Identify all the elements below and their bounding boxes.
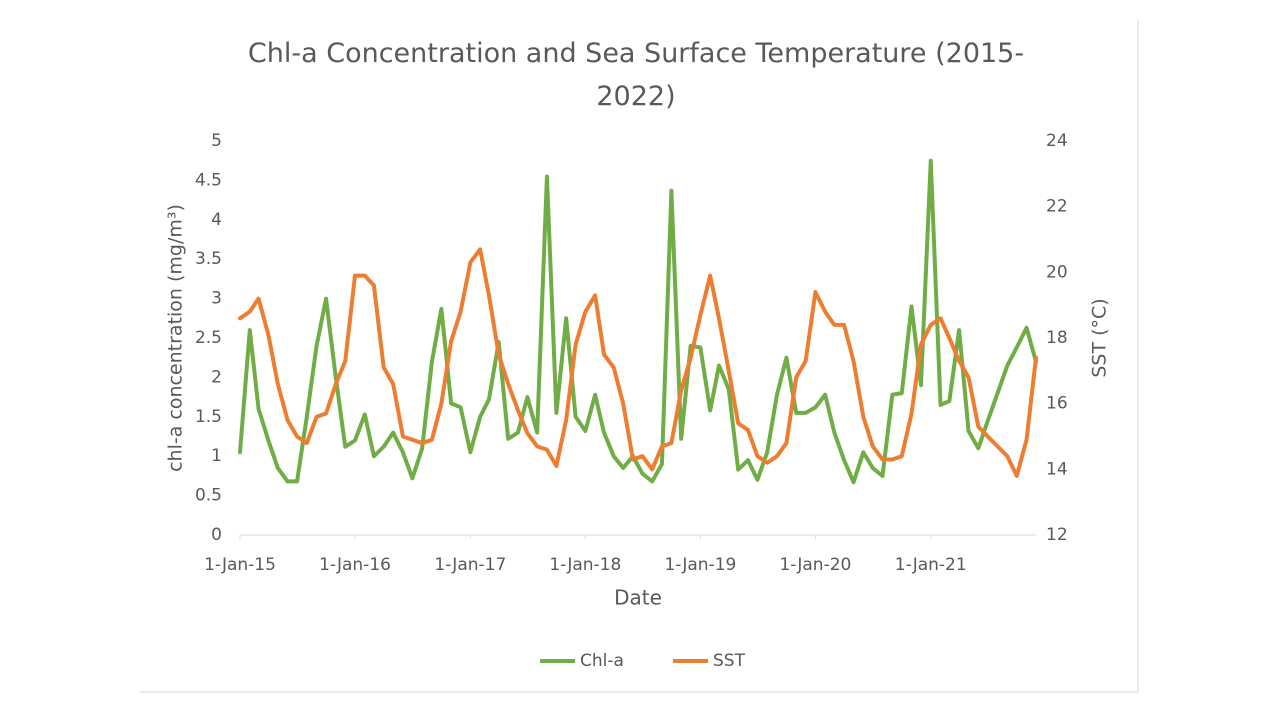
legend-label: Chl-a (580, 651, 624, 671)
y-tick-label: 1.5 (195, 407, 222, 427)
y-tick-label: 0.5 (195, 486, 222, 506)
series-line (238, 158, 1038, 485)
y2-tick-label: 20 (1046, 262, 1068, 282)
x-tick-label: 1-Jan-17 (434, 555, 506, 575)
legend-label: SST (713, 651, 746, 671)
y-tick-label: 4.5 (195, 170, 222, 190)
x-axis-label: Date (614, 586, 662, 610)
series-line (238, 247, 1038, 478)
y-axis-label: chl-a concentration (mg/m³) (165, 204, 187, 472)
x-tick-label: 1-Jan-18 (549, 555, 621, 575)
y-tick-label: 2 (211, 367, 222, 387)
y2-tick-label: 22 (1046, 197, 1068, 217)
x-tick-label: 1-Jan-15 (204, 555, 276, 575)
x-tick-label: 1-Jan-19 (664, 555, 736, 575)
y-tick-label: 0 (211, 525, 222, 545)
y-tick-label: 3 (211, 289, 222, 309)
chart-title: Chl-a Concentration and Sea Surface Temp… (247, 38, 1025, 112)
y2-tick-label: 18 (1046, 328, 1068, 348)
y2-tick-label: 14 (1046, 459, 1068, 479)
y2-axis-label: SST (°C) (1089, 298, 1111, 377)
y2-tick-label: 16 (1046, 394, 1068, 414)
y-tick-label: 3.5 (195, 249, 222, 269)
y-tick-label: 4 (211, 210, 222, 230)
x-tick-label: 1-Jan-21 (895, 555, 967, 575)
y-tick-label: 2.5 (195, 328, 222, 348)
x-tick-label: 1-Jan-20 (779, 555, 851, 575)
y-tick-label: 5 (211, 131, 222, 151)
y-tick-label: 1 (211, 446, 222, 466)
y2-tick-label: 24 (1046, 131, 1068, 151)
x-tick-label: 1-Jan-16 (319, 555, 391, 575)
y2-tick-label: 12 (1046, 525, 1068, 545)
